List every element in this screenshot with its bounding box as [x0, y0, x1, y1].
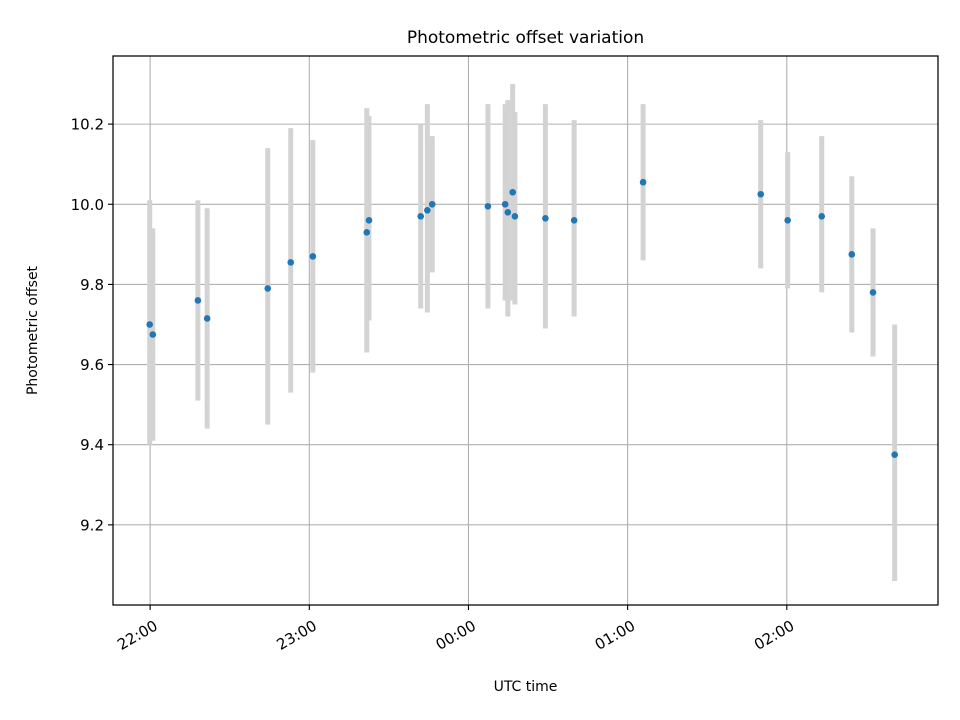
y-tick-label: 10.2	[71, 116, 104, 134]
data-point	[484, 202, 492, 210]
grid	[113, 56, 938, 605]
data-point	[501, 200, 509, 208]
chart-title: Photometric offset variation	[407, 28, 644, 48]
data-point	[570, 216, 578, 224]
y-tick-label: 9.2	[80, 516, 104, 534]
data-point	[511, 212, 519, 220]
x-axis-label: UTC time	[494, 679, 558, 695]
data-point	[146, 321, 153, 328]
data-point	[639, 178, 647, 186]
plot-frame	[112, 55, 939, 606]
data-point	[194, 297, 202, 304]
y-axis-label: Photometric offset	[25, 265, 41, 395]
data-point	[363, 229, 371, 236]
y-tick-label: 9.4	[80, 436, 104, 454]
y-axis: 9.2 9.4 9.6 9.8 10.0 10.2	[71, 116, 113, 534]
y-tick-label: 10.0	[71, 196, 104, 214]
data-point	[203, 315, 211, 322]
data-point	[542, 214, 549, 222]
data-point	[891, 451, 898, 459]
y-tick-label: 9.8	[80, 276, 104, 294]
data-point	[869, 289, 877, 296]
data-point	[309, 253, 317, 260]
data-point	[818, 212, 826, 220]
y-tick-label: 9.6	[80, 356, 104, 374]
data-point	[365, 216, 373, 224]
data-point	[149, 331, 157, 338]
data-point	[417, 212, 425, 220]
data-point	[424, 206, 431, 214]
data-point	[287, 259, 295, 266]
data-points	[146, 178, 898, 459]
data-point	[757, 190, 765, 198]
data-point	[848, 251, 856, 258]
data-point	[509, 188, 516, 196]
data-point	[428, 200, 436, 208]
data-point	[264, 285, 272, 292]
data-point	[504, 208, 512, 216]
data-point	[784, 216, 791, 224]
